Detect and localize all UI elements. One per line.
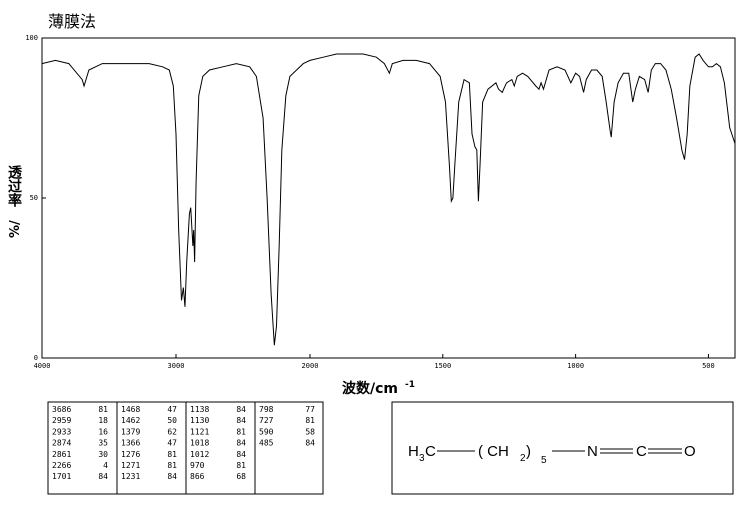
y-label-group: 透过率 bbox=[6, 165, 22, 208]
atom: C bbox=[636, 443, 647, 460]
peak-wavenumber: 798 bbox=[259, 405, 274, 414]
peak-transmittance: 84 bbox=[167, 472, 177, 481]
peak-transmittance: 30 bbox=[98, 450, 108, 459]
x-tick-label: 4000 bbox=[34, 362, 51, 370]
peak-wavenumber: 970 bbox=[190, 461, 205, 470]
peak-transmittance: 81 bbox=[98, 405, 108, 414]
peak-wavenumber: 1462 bbox=[121, 416, 140, 425]
x-tick-label: 1000 bbox=[567, 362, 584, 370]
peak-transmittance: 84 bbox=[236, 416, 246, 425]
peak-transmittance: 84 bbox=[305, 439, 315, 448]
peak-wavenumber: 2874 bbox=[52, 439, 71, 448]
peak-transmittance: 81 bbox=[236, 427, 246, 436]
peak-transmittance: 84 bbox=[236, 439, 246, 448]
atom: H bbox=[408, 443, 419, 460]
y-tick-label: 100 bbox=[25, 34, 38, 42]
x-label-sup: -1 bbox=[405, 380, 415, 390]
atom: O bbox=[684, 443, 696, 460]
peak-wavenumber: 2933 bbox=[52, 427, 71, 436]
y-tick-label: 0 bbox=[34, 354, 38, 362]
atom: N bbox=[587, 443, 598, 460]
peak-wavenumber: 1276 bbox=[121, 450, 140, 459]
peak-transmittance: 68 bbox=[236, 472, 246, 481]
x-label: 波数/cm bbox=[342, 380, 398, 397]
y-tick-label: 50 bbox=[30, 194, 38, 202]
x-tick-label: 500 bbox=[702, 362, 715, 370]
peak-transmittance: 84 bbox=[236, 405, 246, 414]
peak-wavenumber: 485 bbox=[259, 439, 274, 448]
peak-wavenumber: 3686 bbox=[52, 405, 71, 414]
peak-transmittance: 81 bbox=[167, 461, 177, 470]
peak-wavenumber: 1468 bbox=[121, 405, 140, 414]
structure: H 3 C ( CH 2 ) 5 N C O bbox=[391, 401, 734, 495]
peak-transmittance: 50 bbox=[167, 416, 177, 425]
peak-wavenumber: 1130 bbox=[190, 416, 209, 425]
spectrum-line bbox=[41, 53, 736, 346]
peak-wavenumber: 727 bbox=[259, 416, 274, 425]
chart-title: 薄膜法 bbox=[48, 12, 96, 31]
peak-table: 3686 81 2959 18 2933 16 2874 35 2861 30 2266 4 1701 8… bbox=[47, 401, 324, 495]
subscript: 5 bbox=[541, 455, 547, 466]
peak-transmittance: 81 bbox=[236, 461, 246, 470]
peak-wavenumber: 1121 bbox=[190, 427, 209, 436]
peak-transmittance: 81 bbox=[305, 416, 315, 425]
peak-wavenumber: 866 bbox=[190, 472, 205, 481]
peak-wavenumber: 1271 bbox=[121, 461, 140, 470]
group: ( CH bbox=[478, 443, 509, 460]
group: ) bbox=[526, 443, 531, 460]
x-tick-label: 2000 bbox=[302, 362, 319, 370]
peak-wavenumber: 1138 bbox=[190, 405, 209, 414]
peak-wavenumber: 1012 bbox=[190, 450, 209, 459]
peak-wavenumber: 2861 bbox=[52, 450, 71, 459]
peak-transmittance: 84 bbox=[98, 472, 108, 481]
x-tick-label: 3000 bbox=[168, 362, 185, 370]
peak-wavenumber: 1231 bbox=[121, 472, 140, 481]
x-tick-label: 1500 bbox=[434, 362, 451, 370]
peak-transmittance: 4 bbox=[103, 461, 108, 470]
subscript: 3 bbox=[419, 453, 425, 464]
peak-transmittance: 58 bbox=[305, 427, 315, 436]
peak-transmittance: 84 bbox=[236, 450, 246, 459]
y-unit: %/ bbox=[8, 220, 23, 238]
peak-transmittance: 16 bbox=[98, 427, 108, 436]
peak-transmittance: 35 bbox=[98, 439, 108, 448]
peak-transmittance: 62 bbox=[167, 427, 177, 436]
peak-wavenumber: 1018 bbox=[190, 439, 209, 448]
peak-wavenumber: 590 bbox=[259, 427, 274, 436]
peak-wavenumber: 1701 bbox=[52, 472, 71, 481]
peak-transmittance: 47 bbox=[167, 405, 177, 414]
atom: C bbox=[425, 443, 436, 460]
peak-transmittance: 18 bbox=[98, 416, 108, 425]
peak-transmittance: 81 bbox=[167, 450, 177, 459]
peak-wavenumber: 1366 bbox=[121, 439, 140, 448]
peak-wavenumber: 1379 bbox=[121, 427, 140, 436]
peak-wavenumber: 2266 bbox=[52, 461, 71, 470]
y-label: 透过率 bbox=[6, 165, 22, 208]
peak-transmittance: 47 bbox=[167, 439, 177, 448]
plot-frame bbox=[41, 37, 736, 359]
structure-frame bbox=[391, 401, 734, 495]
peak-transmittance: 77 bbox=[305, 405, 315, 414]
subscript: 2 bbox=[520, 453, 526, 464]
peak-wavenumber: 2959 bbox=[52, 416, 71, 425]
